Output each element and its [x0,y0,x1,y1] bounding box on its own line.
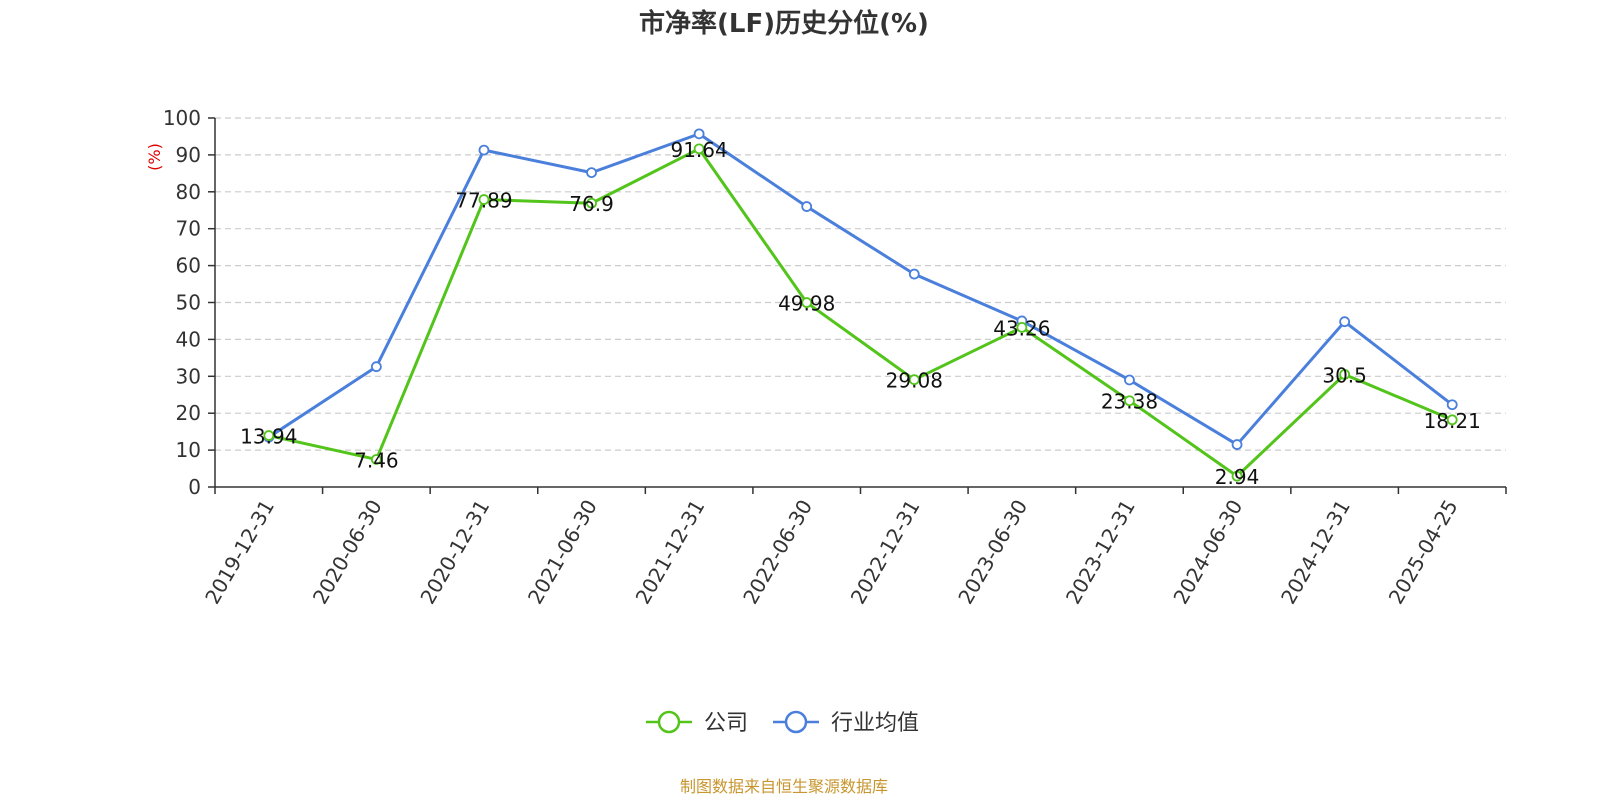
data-point [478,194,490,205]
data-point [1339,369,1351,380]
data-point [1016,321,1028,333]
data-point [1124,395,1135,407]
data-label: 77.89 [455,189,512,213]
x-tick-label: 2019-12-31 [200,496,279,609]
data-point [1446,414,1458,426]
grid-lines [215,117,1506,451]
y-axis-label: (%) [145,143,164,171]
legend-item[interactable]: 行业均值 [773,710,919,736]
legend-label: 行业均值 [831,711,919,736]
data-point [586,167,597,179]
data-point [801,297,813,308]
data-label: 29.08 [886,369,943,393]
chart-title: 市净率(LF)历史分位(%) [639,8,929,39]
data-point [478,144,490,156]
y-tick-label: 90 [176,143,201,167]
x-tick-label: 2025-04-25 [1384,496,1463,609]
axes [208,117,1507,494]
legend-marker [657,710,681,734]
data-label: 76.9 [569,192,614,216]
x-tick-label: 2023-12-31 [1061,496,1140,609]
x-tick-label: 2022-12-31 [846,496,925,609]
data-label: 49.98 [778,292,835,316]
y-tick-label: 60 [176,254,201,278]
x-tick-label: 2020-12-31 [415,496,494,609]
x-tick-label: 2021-06-30 [523,496,602,609]
data-label: 7.46 [354,448,399,472]
y-tick-label: 0 [188,475,201,499]
series-lines [263,128,1458,482]
y-tick-label: 100 [163,106,201,130]
legend[interactable]: 公司 行业均值 [646,710,919,736]
data-point [586,197,597,209]
data-point [1231,470,1243,482]
x-tick-label: 2023-06-30 [953,496,1032,609]
y-tick-label: 70 [176,217,201,241]
data-point [908,268,920,280]
y-tick-label: 40 [176,327,201,351]
x-tick-labels: 2019-12-31 2020-06-30 2020-12-31 2021-06-30… [200,496,1462,609]
x-tick-label: 2021-12-31 [631,496,710,609]
x-tick-label: 2020-06-30 [308,496,387,609]
y-tick-labels: 0 10 20 30 40 50 60 70 80 90 100 [163,106,201,499]
y-tick-label: 30 [176,364,201,388]
data-point [263,430,275,441]
x-tick-label: 2024-12-31 [1276,496,1355,609]
x-tick-label: 2024-06-30 [1168,496,1247,609]
data-label: 2.94 [1215,465,1260,489]
data-label: 18.21 [1424,409,1481,433]
data-point [801,201,813,212]
y-tick-label: 80 [176,180,201,204]
series-line [267,132,1454,447]
data-point [693,143,705,155]
source-note: 制图数据来自恒生聚源数据库 [680,777,888,796]
data-point [908,374,920,386]
data-label: 43.26 [993,316,1050,340]
data-label: 30.5 [1322,363,1367,387]
data-point [370,361,382,373]
y-tick-label: 10 [176,438,201,462]
legend-marker [784,710,808,734]
data-label: 91.64 [670,138,727,162]
legend-item[interactable]: 公司 [646,710,748,736]
y-tick-label: 50 [176,291,201,315]
data-label: 23.38 [1101,390,1158,414]
data-point [1231,439,1243,450]
data-label: 13.94 [240,425,297,449]
data-point [693,128,705,140]
data-point [1339,316,1351,328]
data-point [1446,399,1458,411]
data-point [370,454,382,465]
y-tick-label: 20 [176,401,201,425]
series-line [268,147,1453,478]
data-labels: 13.94 7.46 77.89 76.9 91.64 49.98 29.08 43.26 23… [240,138,1481,489]
x-tick-label: 2022-06-30 [738,496,817,609]
data-point [1124,374,1135,386]
legend-label: 公司 [704,711,748,736]
